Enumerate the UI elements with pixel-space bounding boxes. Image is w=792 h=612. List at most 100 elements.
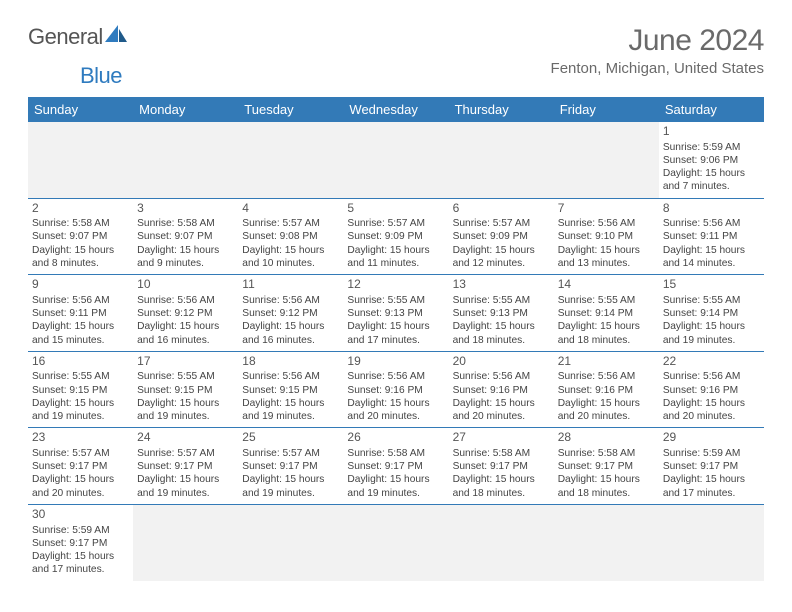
sunset-line: Sunset: 9:16 PM — [347, 384, 444, 397]
calendar-row: 2Sunrise: 5:58 AMSunset: 9:07 PMDaylight… — [28, 198, 764, 275]
day-cell: 15Sunrise: 5:55 AMSunset: 9:14 PMDayligh… — [659, 275, 764, 352]
calendar-row: 23Sunrise: 5:57 AMSunset: 9:17 PMDayligh… — [28, 428, 764, 505]
weekday-header: Thursday — [449, 97, 554, 122]
sunset-line: Sunset: 9:15 PM — [242, 384, 339, 397]
day-number: 8 — [663, 201, 760, 217]
daylight-line: Daylight: 15 hours and 19 minutes. — [242, 397, 339, 424]
sunrise-line: Sunrise: 5:56 AM — [32, 294, 129, 307]
empty-cell — [554, 504, 659, 580]
day-number: 13 — [453, 277, 550, 293]
logo-text-1: General — [28, 24, 103, 50]
empty-cell — [133, 122, 238, 198]
sunset-line: Sunset: 9:15 PM — [137, 384, 234, 397]
sunset-line: Sunset: 9:06 PM — [663, 154, 760, 167]
daylight-line: Daylight: 15 hours and 17 minutes. — [32, 550, 129, 577]
day-number: 21 — [558, 354, 655, 370]
sunset-line: Sunset: 9:07 PM — [32, 230, 129, 243]
sunset-line: Sunset: 9:14 PM — [558, 307, 655, 320]
sunrise-line: Sunrise: 5:57 AM — [242, 217, 339, 230]
daylight-line: Daylight: 15 hours and 19 minutes. — [137, 397, 234, 424]
sunrise-line: Sunrise: 5:56 AM — [242, 370, 339, 383]
day-cell: 29Sunrise: 5:59 AMSunset: 9:17 PMDayligh… — [659, 428, 764, 505]
day-number: 20 — [453, 354, 550, 370]
day-number: 27 — [453, 430, 550, 446]
sunrise-line: Sunrise: 5:57 AM — [137, 447, 234, 460]
day-number: 12 — [347, 277, 444, 293]
sunrise-line: Sunrise: 5:56 AM — [347, 370, 444, 383]
sunrise-line: Sunrise: 5:57 AM — [32, 447, 129, 460]
day-cell: 10Sunrise: 5:56 AMSunset: 9:12 PMDayligh… — [133, 275, 238, 352]
daylight-line: Daylight: 15 hours and 20 minutes. — [558, 397, 655, 424]
day-cell: 17Sunrise: 5:55 AMSunset: 9:15 PMDayligh… — [133, 351, 238, 428]
day-number: 4 — [242, 201, 339, 217]
sunrise-line: Sunrise: 5:55 AM — [137, 370, 234, 383]
day-cell: 24Sunrise: 5:57 AMSunset: 9:17 PMDayligh… — [133, 428, 238, 505]
calendar-body: 1Sunrise: 5:59 AMSunset: 9:06 PMDaylight… — [28, 122, 764, 581]
empty-cell — [343, 504, 448, 580]
daylight-line: Daylight: 15 hours and 8 minutes. — [32, 244, 129, 271]
empty-cell — [659, 504, 764, 580]
sunrise-line: Sunrise: 5:58 AM — [32, 217, 129, 230]
daylight-line: Daylight: 15 hours and 10 minutes. — [242, 244, 339, 271]
sunrise-line: Sunrise: 5:57 AM — [453, 217, 550, 230]
day-number: 23 — [32, 430, 129, 446]
day-cell: 4Sunrise: 5:57 AMSunset: 9:08 PMDaylight… — [238, 198, 343, 275]
sunset-line: Sunset: 9:11 PM — [32, 307, 129, 320]
daylight-line: Daylight: 15 hours and 16 minutes. — [242, 320, 339, 347]
day-number: 28 — [558, 430, 655, 446]
day-number: 18 — [242, 354, 339, 370]
day-number: 25 — [242, 430, 339, 446]
daylight-line: Daylight: 15 hours and 18 minutes. — [558, 473, 655, 500]
daylight-line: Daylight: 15 hours and 13 minutes. — [558, 244, 655, 271]
sunset-line: Sunset: 9:09 PM — [453, 230, 550, 243]
day-number: 3 — [137, 201, 234, 217]
sunrise-line: Sunrise: 5:59 AM — [663, 447, 760, 460]
empty-cell — [28, 122, 133, 198]
sunrise-line: Sunrise: 5:56 AM — [453, 370, 550, 383]
day-cell: 1Sunrise: 5:59 AMSunset: 9:06 PMDaylight… — [659, 122, 764, 198]
daylight-line: Daylight: 15 hours and 9 minutes. — [137, 244, 234, 271]
day-number: 22 — [663, 354, 760, 370]
sunset-line: Sunset: 9:17 PM — [453, 460, 550, 473]
sunset-line: Sunset: 9:07 PM — [137, 230, 234, 243]
title-block: June 2024 Fenton, Michigan, United State… — [551, 24, 764, 77]
sunrise-line: Sunrise: 5:59 AM — [663, 141, 760, 154]
daylight-line: Daylight: 15 hours and 16 minutes. — [137, 320, 234, 347]
daylight-line: Daylight: 15 hours and 19 minutes. — [347, 473, 444, 500]
sunrise-line: Sunrise: 5:56 AM — [558, 217, 655, 230]
day-cell: 30Sunrise: 5:59 AMSunset: 9:17 PMDayligh… — [28, 504, 133, 580]
sunrise-line: Sunrise: 5:58 AM — [137, 217, 234, 230]
weekday-header: Tuesday — [238, 97, 343, 122]
weekday-header-row: Sunday Monday Tuesday Wednesday Thursday… — [28, 97, 764, 122]
day-cell: 20Sunrise: 5:56 AMSunset: 9:16 PMDayligh… — [449, 351, 554, 428]
daylight-line: Daylight: 15 hours and 11 minutes. — [347, 244, 444, 271]
sunset-line: Sunset: 9:15 PM — [32, 384, 129, 397]
day-number: 9 — [32, 277, 129, 293]
sunset-line: Sunset: 9:16 PM — [453, 384, 550, 397]
day-number: 2 — [32, 201, 129, 217]
sunrise-line: Sunrise: 5:57 AM — [242, 447, 339, 460]
day-cell: 3Sunrise: 5:58 AMSunset: 9:07 PMDaylight… — [133, 198, 238, 275]
sunset-line: Sunset: 9:11 PM — [663, 230, 760, 243]
sunset-line: Sunset: 9:16 PM — [663, 384, 760, 397]
calendar-row: 16Sunrise: 5:55 AMSunset: 9:15 PMDayligh… — [28, 351, 764, 428]
empty-cell — [343, 122, 448, 198]
sunrise-line: Sunrise: 5:56 AM — [242, 294, 339, 307]
sunset-line: Sunset: 9:17 PM — [663, 460, 760, 473]
weekday-header: Sunday — [28, 97, 133, 122]
calendar-row: 30Sunrise: 5:59 AMSunset: 9:17 PMDayligh… — [28, 504, 764, 580]
day-cell: 2Sunrise: 5:58 AMSunset: 9:07 PMDaylight… — [28, 198, 133, 275]
day-number: 24 — [137, 430, 234, 446]
sunset-line: Sunset: 9:09 PM — [347, 230, 444, 243]
sunset-line: Sunset: 9:14 PM — [663, 307, 760, 320]
daylight-line: Daylight: 15 hours and 19 minutes. — [663, 320, 760, 347]
sunset-line: Sunset: 9:17 PM — [137, 460, 234, 473]
sunrise-line: Sunrise: 5:59 AM — [32, 524, 129, 537]
day-cell: 13Sunrise: 5:55 AMSunset: 9:13 PMDayligh… — [449, 275, 554, 352]
day-number: 17 — [137, 354, 234, 370]
sunrise-line: Sunrise: 5:55 AM — [663, 294, 760, 307]
daylight-line: Daylight: 15 hours and 20 minutes. — [663, 397, 760, 424]
daylight-line: Daylight: 15 hours and 19 minutes. — [32, 397, 129, 424]
sunrise-line: Sunrise: 5:57 AM — [347, 217, 444, 230]
sunrise-line: Sunrise: 5:55 AM — [32, 370, 129, 383]
